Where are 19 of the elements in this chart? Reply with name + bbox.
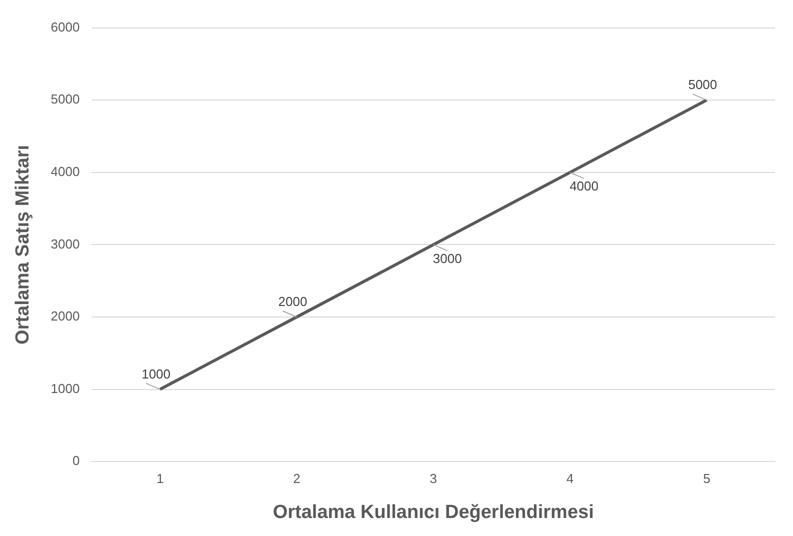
y-tick-label: 5000 <box>50 92 80 107</box>
x-axis-title: Ortalama Kullanıcı Değerlendirmesi <box>272 502 594 523</box>
y-tick-label: 0 <box>72 453 80 468</box>
y-axis-title: Ortalama Satış Miktarı <box>12 144 34 344</box>
data-label: 4000 <box>570 178 598 194</box>
y-tick-label: 2000 <box>50 308 80 324</box>
x-tick-label: 1 <box>156 470 164 486</box>
y-tick-label: 6000 <box>50 19 80 34</box>
data-label: 5000 <box>688 77 718 92</box>
data-label: 1000 <box>142 366 171 382</box>
y-tick-label: 1000 <box>50 380 80 396</box>
x-tick-label: 2 <box>293 470 300 486</box>
y-tick-label: 4000 <box>50 164 80 179</box>
y-tick-label: 3000 <box>50 236 80 252</box>
data-label: 3000 <box>432 250 462 266</box>
x-tick-label: 4 <box>566 470 574 486</box>
x-tick-label: 3 <box>430 470 437 486</box>
x-tick-label: 5 <box>703 470 710 486</box>
data-label: 2000 <box>278 294 308 310</box>
